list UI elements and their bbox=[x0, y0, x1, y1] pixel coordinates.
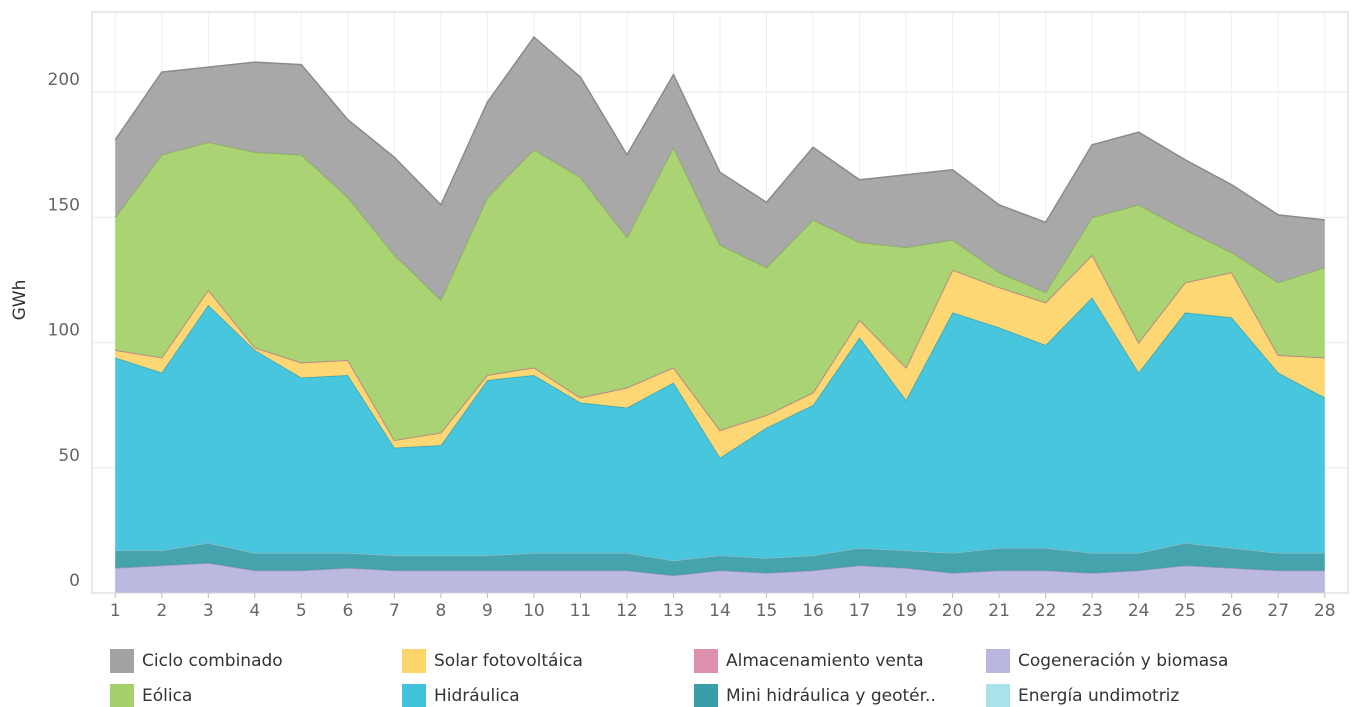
legend-label: Solar fotovoltáica bbox=[434, 651, 583, 671]
x-tick-label: 22 bbox=[1035, 601, 1057, 621]
x-tick-label: 19 bbox=[895, 601, 917, 621]
area bbox=[115, 297, 1325, 561]
x-tick-label: 24 bbox=[1128, 601, 1150, 621]
x-tick-label: 10 bbox=[523, 601, 545, 621]
x-tick-label: 14 bbox=[709, 601, 731, 621]
legend-swatch bbox=[694, 649, 718, 673]
x-tick-label: 1 bbox=[110, 601, 121, 621]
x-tick-label: 4 bbox=[249, 601, 260, 621]
x-tick-label: 12 bbox=[616, 601, 638, 621]
y-tick-label: 0 bbox=[69, 571, 80, 591]
x-tick-label: 11 bbox=[570, 601, 592, 621]
legend-swatch bbox=[402, 684, 426, 707]
x-tick-label: 27 bbox=[1267, 601, 1289, 621]
legend-label: Hidráulica bbox=[434, 686, 520, 706]
y-tick-label: 50 bbox=[58, 446, 80, 466]
legend-label: Ciclo combinado bbox=[142, 651, 283, 671]
x-tick-label: 5 bbox=[296, 601, 307, 621]
x-tick-label: 21 bbox=[988, 601, 1010, 621]
x-tick-label: 26 bbox=[1221, 601, 1243, 621]
area bbox=[115, 142, 1325, 441]
legend-swatch bbox=[402, 649, 426, 673]
legend-swatch bbox=[694, 684, 718, 707]
area bbox=[115, 37, 1325, 300]
x-tick-label: 20 bbox=[942, 601, 964, 621]
area bbox=[115, 542, 1325, 576]
x-tick-label: 15 bbox=[756, 601, 778, 621]
x-tick-label: 16 bbox=[802, 601, 824, 621]
legend-label: Eólica bbox=[142, 686, 192, 706]
legend-label: Mini hidráulica y geotér.. bbox=[726, 686, 936, 706]
x-tick-label: 13 bbox=[663, 601, 685, 621]
x-tick-label: 6 bbox=[342, 601, 353, 621]
x-tick-label: 3 bbox=[203, 601, 214, 621]
x-tick-label: 8 bbox=[435, 601, 446, 621]
y-axis-label: GWh bbox=[10, 280, 30, 321]
areas bbox=[114, 35, 1326, 593]
x-tick-label: 9 bbox=[482, 601, 493, 621]
y-tick-label: 100 bbox=[48, 321, 80, 341]
x-tick-label: 25 bbox=[1174, 601, 1196, 621]
legend-swatch bbox=[986, 649, 1010, 673]
legend-label: Energía undimotriz bbox=[1018, 686, 1179, 706]
x-tick-label: 7 bbox=[389, 601, 400, 621]
area bbox=[115, 254, 1325, 458]
y-tick-label: 150 bbox=[48, 195, 80, 215]
legend-label: Almacenamiento venta bbox=[726, 651, 924, 671]
x-tick-label: 23 bbox=[1081, 601, 1103, 621]
area-edge bbox=[114, 35, 1325, 224]
x-tick-label: 28 bbox=[1314, 601, 1336, 621]
x-tick-label: 2 bbox=[156, 601, 167, 621]
legend-swatch bbox=[986, 684, 1010, 707]
legend-swatch bbox=[110, 684, 134, 707]
y-tick-label: 200 bbox=[48, 70, 80, 90]
area-edge bbox=[114, 141, 1325, 302]
legend-swatch bbox=[110, 649, 134, 673]
legend-label: Cogeneración y biomasa bbox=[1018, 651, 1228, 671]
x-tick-label: 17 bbox=[849, 601, 871, 621]
